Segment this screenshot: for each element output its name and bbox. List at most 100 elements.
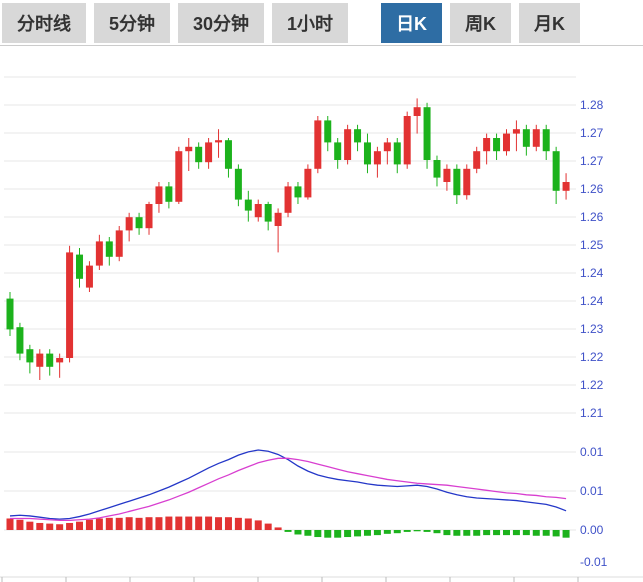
- candle-body: [304, 168, 312, 198]
- candle-body: [185, 146, 193, 152]
- candle-body: [393, 142, 401, 165]
- macd-histogram-bar: [115, 517, 123, 530]
- candle-body: [453, 168, 461, 196]
- macd-histogram-bar: [46, 523, 54, 530]
- macd-histogram-bar: [66, 522, 74, 530]
- tab-1hour[interactable]: 1小时: [272, 2, 349, 43]
- candle-body: [403, 116, 411, 165]
- price-axis-label: 1.28: [580, 98, 604, 112]
- price-axis-label: 1.26: [580, 210, 604, 224]
- candle-body: [66, 252, 74, 358]
- candle-body: [155, 186, 163, 204]
- candle-body: [16, 327, 24, 354]
- tab-monthly-k[interactable]: 月K: [519, 2, 581, 43]
- macd-histogram-bar: [125, 517, 133, 530]
- candle-body: [125, 217, 133, 231]
- macd-dea-line: [10, 457, 567, 522]
- macd-histogram-bar: [562, 530, 570, 538]
- macd-histogram-bar: [26, 521, 34, 530]
- candle-body: [95, 241, 103, 266]
- price-axis-label: 1.27: [580, 154, 604, 168]
- candle-body: [234, 168, 242, 200]
- macd-histogram-bar: [324, 530, 332, 538]
- macd-histogram-bar: [383, 530, 391, 534]
- price-axis-label: 1.26: [580, 182, 604, 196]
- candle-body: [264, 204, 272, 222]
- macd-histogram-bar: [215, 517, 223, 530]
- macd-histogram-bar: [344, 530, 352, 538]
- price-axis-label: 1.27: [580, 126, 604, 140]
- candle-body: [284, 186, 292, 213]
- macd-histogram-bar: [234, 517, 242, 530]
- candle-body: [314, 120, 322, 169]
- candle-body: [334, 142, 342, 160]
- candle-body: [85, 265, 93, 288]
- candle-body: [244, 199, 252, 211]
- macd-histogram-bar: [532, 530, 540, 536]
- price-axis-label: 1.21: [580, 406, 604, 420]
- candle-body: [215, 140, 223, 143]
- macd-histogram-bar: [363, 530, 371, 536]
- candle-body: [493, 138, 501, 152]
- candle-body: [413, 107, 421, 116]
- price-axis-label: 1.25: [580, 238, 604, 252]
- candle-body: [483, 138, 491, 152]
- candle-body: [423, 107, 431, 160]
- candle-body: [522, 129, 530, 147]
- price-axis-label: 1.23: [580, 322, 604, 336]
- timeframe-tabbar: 分时线 5分钟 30分钟 1小时 日K 周K 月K: [0, 0, 643, 46]
- candle-body: [46, 353, 54, 367]
- candle-body: [76, 254, 84, 279]
- macd-histogram-bar: [552, 530, 560, 537]
- macd-histogram-bar: [453, 530, 461, 536]
- candle-body: [175, 151, 183, 202]
- tab-timeline[interactable]: 分时线: [2, 2, 86, 43]
- tab-30min[interactable]: 30分钟: [178, 2, 265, 43]
- candle-body: [6, 298, 14, 330]
- macd-histogram-bar: [205, 516, 213, 530]
- macd-histogram-bar: [155, 517, 163, 530]
- macd-histogram-bar: [473, 530, 481, 536]
- macd-histogram-bar: [522, 530, 530, 536]
- macd-histogram-bar: [274, 527, 282, 530]
- macd-histogram-bar: [85, 519, 93, 530]
- candle-body: [552, 151, 560, 191]
- candle-body: [26, 349, 34, 363]
- macd-histogram-bar: [463, 530, 471, 536]
- macd-histogram-bar: [483, 530, 491, 536]
- candle-body: [115, 230, 123, 257]
- candle-body: [512, 129, 520, 134]
- macd-histogram-bar: [185, 516, 193, 530]
- candle-body: [363, 142, 371, 165]
- candle-body: [205, 142, 213, 163]
- candle-body: [224, 140, 232, 169]
- candle-body: [562, 182, 570, 191]
- tab-daily-k[interactable]: 日K: [381, 2, 443, 43]
- candle-body: [383, 142, 391, 152]
- candle-body: [105, 241, 113, 257]
- tab-5min[interactable]: 5分钟: [94, 2, 171, 43]
- macd-histogram-bar: [56, 524, 64, 530]
- tab-weekly-k[interactable]: 周K: [450, 2, 512, 43]
- candle-body: [145, 204, 153, 229]
- macd-histogram-bar: [264, 523, 272, 530]
- candle-body: [433, 160, 441, 178]
- macd-histogram-bar: [284, 530, 292, 532]
- macd-histogram-bar: [244, 518, 252, 530]
- macd-histogram-bar: [294, 530, 302, 535]
- macd-histogram-bar: [354, 530, 362, 537]
- candle-body: [36, 353, 44, 367]
- macd-histogram-bar: [95, 518, 103, 530]
- macd-histogram-bar: [105, 517, 113, 530]
- macd-histogram-bar: [423, 530, 431, 532]
- macd-histogram-bar: [36, 522, 44, 530]
- candle-body: [324, 120, 332, 143]
- macd-histogram-bar: [135, 517, 143, 530]
- macd-histogram-bar: [6, 518, 14, 530]
- macd-axis-label: 0.00: [580, 523, 604, 537]
- macd-histogram-bar: [314, 530, 322, 538]
- macd-histogram-bar: [195, 516, 203, 530]
- candle-body: [56, 358, 64, 363]
- macd-axis-label: 0.01: [580, 484, 604, 498]
